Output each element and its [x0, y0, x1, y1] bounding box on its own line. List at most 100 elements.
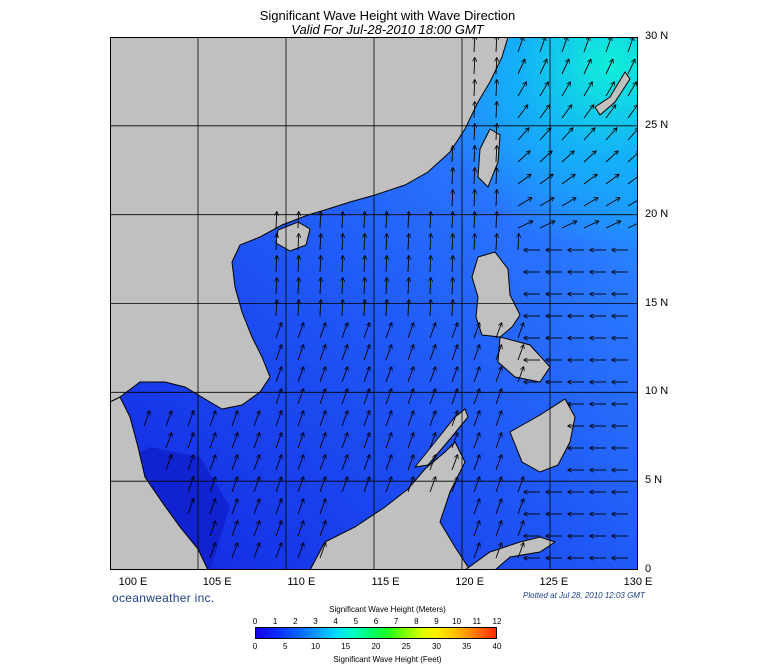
wave-arrow [363, 367, 370, 383]
wave-arrow [320, 300, 321, 317]
wave-arrow [539, 198, 554, 207]
wave-arrow [319, 477, 326, 493]
wave-arrow [298, 300, 299, 317]
colorbar-meters-title: Significant Wave Height (Meters) [329, 605, 446, 614]
wave-arrow [275, 433, 282, 449]
wave-arrow [517, 221, 533, 229]
wave-arrow [319, 455, 326, 471]
wave-arrow [363, 389, 370, 405]
wave-arrow [496, 190, 497, 207]
wave-arrow [341, 411, 348, 427]
wave-arrow [495, 433, 502, 449]
colorbar-feet-title: Significant Wave Height (Feet) [333, 655, 442, 664]
wave-arrow [474, 124, 475, 141]
wave-arrow [495, 543, 502, 559]
wave-arrow [298, 212, 299, 229]
wave-arrow [539, 151, 552, 163]
wave-arrow [627, 82, 636, 97]
wave-arrow [561, 198, 576, 207]
feet-tick: 40 [492, 642, 502, 651]
brand-label: oceanweather inc. [112, 591, 215, 605]
wave-arrow [364, 234, 365, 251]
wave-arrow [275, 345, 282, 361]
wave-arrow [605, 151, 618, 163]
wave-arrow [187, 433, 194, 449]
wave-arrow [452, 234, 453, 251]
wave-arrow [143, 411, 150, 427]
wave-arrow [474, 168, 475, 185]
latitude-label: 30 N [645, 30, 669, 42]
wave-arrow [320, 212, 321, 229]
wave-arrow [364, 300, 365, 317]
wave-arrow [231, 543, 238, 559]
wave-arrow [407, 455, 414, 471]
wave-arrow [627, 60, 635, 75]
meters-tick: 4 [333, 617, 338, 626]
wave-arrow [386, 212, 387, 229]
wave-arrow [474, 37, 475, 53]
wave-arrow [407, 345, 414, 361]
wave-arrow [451, 455, 458, 471]
wave-arrow [385, 477, 392, 493]
wave-arrow [539, 37, 545, 53]
wave-arrow [561, 105, 572, 119]
wave-arrow [429, 477, 436, 493]
wave-arrow [583, 60, 591, 75]
wave-arrow [517, 37, 523, 53]
wave-arrow [385, 455, 392, 471]
wave-arrow [429, 433, 436, 449]
wave-arrow [276, 278, 277, 295]
wave-arrow [473, 389, 480, 405]
wave-arrow [561, 151, 574, 163]
wave-arrow [342, 256, 343, 273]
wave-arrow [319, 433, 326, 449]
wave-arrow [451, 433, 458, 449]
land-palawan [413, 408, 469, 468]
wave-arrow [342, 300, 343, 317]
wave-arrow [342, 234, 343, 251]
wave-arrow [231, 521, 238, 537]
wave-arrow [407, 477, 414, 493]
wave-arrow [385, 411, 392, 427]
wave-arrow [452, 168, 453, 185]
wave-arrow [253, 433, 260, 449]
wave-arrow [605, 175, 619, 185]
wave-arrow [363, 433, 370, 449]
wave-arrow [561, 128, 573, 141]
longitude-label: 110 E [287, 576, 316, 588]
wave-arrow [517, 82, 526, 97]
meters-tick: 5 [353, 617, 359, 626]
wave-arrow [408, 278, 409, 295]
wave-arrow [187, 499, 194, 515]
meters-tick: 7 [393, 617, 399, 626]
wave-arrow [275, 323, 282, 339]
wave-arrow [496, 80, 497, 97]
wave-arrow [429, 389, 436, 405]
wave-arrow [253, 499, 260, 515]
wave-arrow [627, 151, 638, 163]
land-asia [110, 37, 509, 410]
wave-arrow [319, 543, 326, 559]
wave-arrow [209, 543, 216, 559]
latitude-label: 25 N [645, 118, 669, 131]
wave-arrow [474, 212, 475, 229]
meters-tick: 11 [472, 617, 481, 626]
wave-arrow [275, 455, 282, 471]
wave-arrow [297, 389, 304, 405]
wave-arrow [474, 146, 475, 163]
wave-arrow [231, 433, 238, 449]
wave-arrow [474, 102, 475, 119]
feet-tick: 10 [311, 642, 320, 651]
land-borneo [309, 441, 471, 570]
wave-arrow [209, 477, 216, 493]
wave-arrow [627, 128, 638, 141]
wave-arrow [473, 323, 480, 339]
wave-arrow [165, 433, 172, 449]
wave-arrow [187, 477, 194, 493]
wave-arrow [517, 323, 524, 339]
wave-arrow [364, 212, 365, 229]
wave-arrow [341, 345, 348, 361]
wave-arrow [627, 222, 638, 229]
wave-arrow [298, 278, 299, 295]
wave-arrow [473, 367, 480, 383]
